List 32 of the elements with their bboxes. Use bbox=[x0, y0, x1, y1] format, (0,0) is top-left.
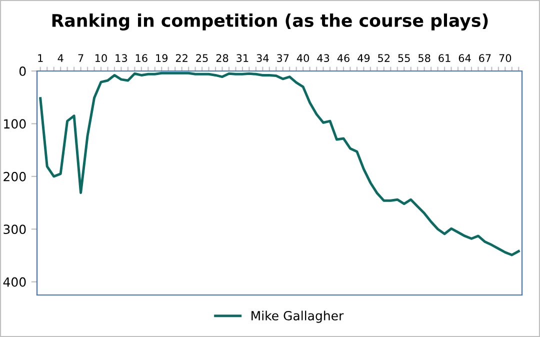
chart-title: Ranking in competition (as the course plays) bbox=[52, 14, 488, 30]
x-tick-label: 49 bbox=[358, 54, 370, 62]
x-tick-label: 10 bbox=[96, 54, 107, 62]
x-tick-label: 58 bbox=[418, 54, 430, 62]
x-tick-label: 28 bbox=[216, 54, 228, 62]
x-tick-label: 22 bbox=[176, 54, 188, 62]
x-tick-label: 70 bbox=[499, 54, 512, 62]
x-tick-label: 46 bbox=[337, 54, 350, 62]
x-tick-label: 19 bbox=[156, 54, 168, 62]
x-tick-label: 16 bbox=[136, 54, 148, 62]
x-tick-label: 40 bbox=[296, 54, 310, 62]
x-tick-label: 13 bbox=[116, 54, 127, 62]
x-tick-label: 34 bbox=[256, 54, 269, 62]
y-tick-label: 200 bbox=[4, 172, 26, 182]
y-tick-label: 100 bbox=[4, 119, 26, 129]
line-series bbox=[39, 72, 520, 256]
y-tick-label: 400 bbox=[3, 277, 26, 287]
x-tick-label: 43 bbox=[317, 54, 330, 62]
x-tick-label: 55 bbox=[398, 54, 410, 62]
x-tick-label: 7 bbox=[78, 54, 84, 62]
x-tick-label: 31 bbox=[236, 54, 248, 62]
x-tick-label: 67 bbox=[479, 54, 491, 62]
y-tick-label: 300 bbox=[4, 224, 26, 234]
x-tick-label: 64 bbox=[458, 54, 471, 62]
x-tick-label: 61 bbox=[438, 54, 450, 62]
x-tick-label: 37 bbox=[277, 54, 289, 62]
x-tick-label: 4 bbox=[58, 54, 64, 62]
y-tick-label: 0 bbox=[19, 66, 26, 76]
legend-label: Mike Gallagher bbox=[252, 310, 344, 323]
x-tick-label: 52 bbox=[378, 54, 390, 62]
x-tick-label: 25 bbox=[196, 54, 208, 62]
x-tick-label: 1 bbox=[38, 54, 43, 62]
